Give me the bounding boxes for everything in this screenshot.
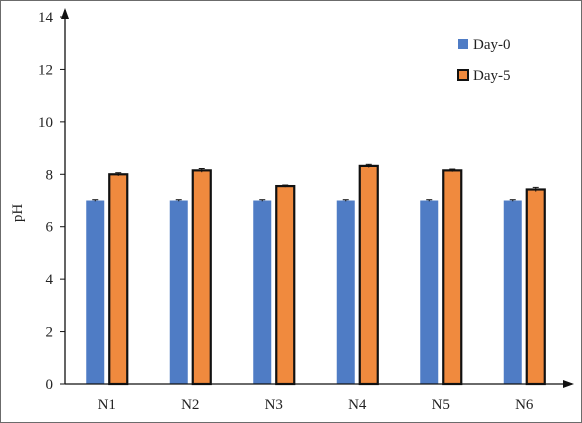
x-tick-label-n3: N3 (265, 397, 283, 413)
bar-day-5-n2 (191, 169, 212, 386)
legend-label-day-0: Day-0 (473, 37, 511, 53)
y-axis-title: pH (10, 204, 26, 223)
error-bar-day-5-n3 (282, 184, 289, 188)
bar-day-0-n3 (253, 200, 272, 384)
x-tick-label-n5: N5 (432, 397, 450, 413)
legend-item-day-5: Day-5 (457, 68, 511, 84)
y-tick-label-4: 4 (46, 272, 54, 288)
bar-day-0-n2 (169, 200, 188, 384)
bar-day-5-n1 (108, 173, 129, 386)
axes-layer (60, 8, 574, 388)
bar-day-0-n4 (336, 200, 355, 384)
error-bar-day-5-n2 (198, 168, 205, 173)
y-tick-label-14: 14 (38, 10, 54, 26)
y-tick-label-10: 10 (38, 115, 53, 131)
y-tick-label-2: 2 (46, 325, 54, 341)
legend: Day-0 Day-5 (457, 37, 511, 84)
x-tick-label-n6: N6 (515, 397, 534, 413)
y-tick-label-6: 6 (46, 220, 54, 236)
y-tick-label-12: 12 (38, 62, 53, 78)
error-bar-day-5-n1 (115, 172, 122, 176)
x-axis-arrow (563, 380, 574, 388)
error-bar-day-0-n2 (175, 199, 182, 202)
legend-item-day-0: Day-0 (458, 37, 511, 53)
y-tick-label-0: 0 (46, 377, 54, 393)
bar-day-0-n6 (503, 200, 522, 384)
error-bar-day-5-n4 (365, 163, 372, 168)
x-tick-label-n1: N1 (98, 397, 116, 413)
legend-label-day-5: Day-5 (473, 68, 511, 84)
legend-swatch-day-0 (458, 39, 468, 49)
y-axis-arrow (61, 8, 69, 19)
x-tick-label-n2: N2 (181, 397, 199, 413)
error-bar-day-5-n5 (449, 168, 456, 172)
error-bar-day-0-n6 (509, 199, 516, 202)
y-tick-label-8: 8 (46, 167, 54, 183)
x-tick-label-n4: N4 (348, 397, 367, 413)
bar-day-5-n6 (525, 188, 546, 386)
bar-day-5-n3 (275, 184, 296, 386)
bar-day-0-n1 (86, 200, 105, 384)
bar-day-0-n5 (420, 200, 439, 384)
legend-swatch-day-5 (457, 69, 469, 81)
error-bar-day-0-n5 (426, 199, 433, 202)
error-bar-day-0-n3 (259, 199, 266, 202)
bar-day-5-n5 (442, 169, 463, 386)
error-bar-day-0-n1 (92, 199, 99, 202)
labels-layer: N1 N2 N3 N4 N5 N6 0 2 4 6 8 10 12 14 (38, 10, 534, 413)
error-bar-day-5-n6 (532, 186, 539, 192)
bars-layer (86, 163, 546, 386)
error-bar-day-0-n4 (342, 199, 349, 202)
bar-day-5-n4 (358, 164, 379, 386)
